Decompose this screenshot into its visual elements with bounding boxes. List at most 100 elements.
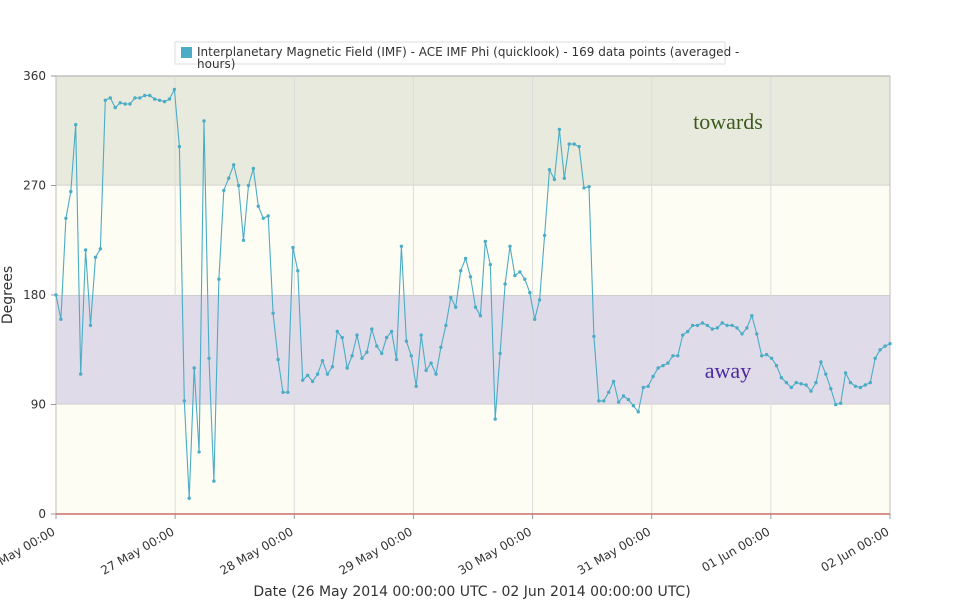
data-point[interactable] xyxy=(93,255,98,259)
data-point[interactable] xyxy=(819,360,823,364)
data-point[interactable] xyxy=(133,96,137,100)
data-point[interactable] xyxy=(755,332,759,336)
data-point[interactable] xyxy=(557,127,562,132)
data-point[interactable] xyxy=(715,326,719,330)
data-point[interactable] xyxy=(513,273,517,278)
data-point[interactable] xyxy=(389,329,394,334)
data-point[interactable] xyxy=(384,335,389,340)
data-point[interactable] xyxy=(518,270,522,274)
data-point[interactable] xyxy=(607,390,611,394)
data-point[interactable] xyxy=(883,344,887,348)
data-point[interactable] xyxy=(681,333,685,337)
data-point[interactable] xyxy=(626,397,631,402)
data-point[interactable] xyxy=(98,247,103,251)
data-point[interactable] xyxy=(153,97,157,101)
data-point[interactable] xyxy=(360,356,364,360)
data-point[interactable] xyxy=(350,354,354,358)
data-point[interactable] xyxy=(375,344,379,348)
data-point[interactable] xyxy=(261,216,265,220)
data-point[interactable] xyxy=(473,305,478,309)
data-point[interactable] xyxy=(804,383,808,387)
data-point[interactable] xyxy=(286,390,290,394)
data-point[interactable] xyxy=(365,350,369,354)
data-point[interactable] xyxy=(537,298,542,302)
data-point[interactable] xyxy=(266,214,270,218)
data-point[interactable] xyxy=(315,372,320,376)
data-point[interactable] xyxy=(138,96,142,100)
data-point[interactable] xyxy=(611,379,616,384)
data-point[interactable] xyxy=(493,417,497,421)
data-point[interactable] xyxy=(602,399,606,403)
data-point[interactable] xyxy=(720,321,724,325)
data-point[interactable] xyxy=(814,380,818,385)
data-point[interactable] xyxy=(74,123,78,127)
data-point[interactable] xyxy=(103,98,108,103)
data-point[interactable] xyxy=(794,380,798,385)
data-point[interactable] xyxy=(829,387,833,391)
data-point[interactable] xyxy=(774,363,779,368)
data-point[interactable] xyxy=(582,186,586,190)
data-point[interactable] xyxy=(192,366,196,370)
data-point[interactable] xyxy=(853,384,858,388)
data-point[interactable] xyxy=(330,365,335,369)
data-point[interactable] xyxy=(399,244,404,248)
data-point[interactable] xyxy=(227,176,231,180)
data-point[interactable] xyxy=(345,366,349,370)
data-point[interactable] xyxy=(434,372,438,376)
data-point[interactable] xyxy=(167,97,172,101)
data-point[interactable] xyxy=(646,384,650,388)
data-point[interactable] xyxy=(824,372,828,376)
data-point[interactable] xyxy=(414,384,418,388)
data-point[interactable] xyxy=(310,379,315,384)
data-point[interactable] xyxy=(483,239,487,244)
data-point[interactable] xyxy=(424,368,428,373)
data-point[interactable] xyxy=(449,295,453,300)
data-point[interactable] xyxy=(419,333,423,337)
data-point[interactable] xyxy=(143,93,147,98)
data-point[interactable] xyxy=(478,314,483,318)
data-point[interactable] xyxy=(488,262,492,267)
data-point[interactable] xyxy=(197,450,201,454)
data-point[interactable] xyxy=(735,326,739,330)
data-point[interactable] xyxy=(547,168,552,172)
data-point[interactable] xyxy=(656,366,660,370)
data-point[interactable] xyxy=(232,163,236,167)
data-point[interactable] xyxy=(325,372,330,376)
data-point[interactable] xyxy=(281,390,285,394)
data-point[interactable] xyxy=(888,342,892,346)
data-point[interactable] xyxy=(182,399,186,403)
data-point[interactable] xyxy=(666,361,670,365)
data-point[interactable] xyxy=(710,327,714,331)
data-point[interactable] xyxy=(251,166,256,171)
data-point[interactable] xyxy=(118,101,122,105)
data-point[interactable] xyxy=(523,277,527,281)
data-point[interactable] xyxy=(592,334,596,339)
data-point[interactable] xyxy=(335,329,339,334)
data-point[interactable] xyxy=(562,176,566,180)
data-point[interactable] xyxy=(745,326,749,330)
data-point[interactable] xyxy=(498,351,502,356)
data-point[interactable] xyxy=(148,93,152,98)
data-point[interactable] xyxy=(296,269,300,273)
data-point[interactable] xyxy=(858,385,863,390)
data-point[interactable] xyxy=(241,238,246,242)
data-point[interactable] xyxy=(725,323,729,328)
data-point[interactable] xyxy=(69,189,73,194)
data-point[interactable] xyxy=(843,371,848,375)
data-point[interactable] xyxy=(567,142,571,146)
data-point[interactable] xyxy=(769,356,774,360)
data-point[interactable] xyxy=(503,282,507,286)
data-point[interactable] xyxy=(597,399,601,403)
data-point[interactable] xyxy=(128,102,132,106)
data-point[interactable] xyxy=(271,311,275,315)
data-point[interactable] xyxy=(577,144,581,149)
data-point[interactable] xyxy=(454,305,458,309)
data-point[interactable] xyxy=(641,385,645,390)
data-point[interactable] xyxy=(799,382,803,386)
data-point[interactable] xyxy=(740,332,744,336)
data-point[interactable] xyxy=(177,144,182,149)
data-point[interactable] xyxy=(839,401,843,405)
data-point[interactable] xyxy=(162,99,167,104)
data-point[interactable] xyxy=(64,216,68,220)
data-point[interactable] xyxy=(439,345,443,349)
